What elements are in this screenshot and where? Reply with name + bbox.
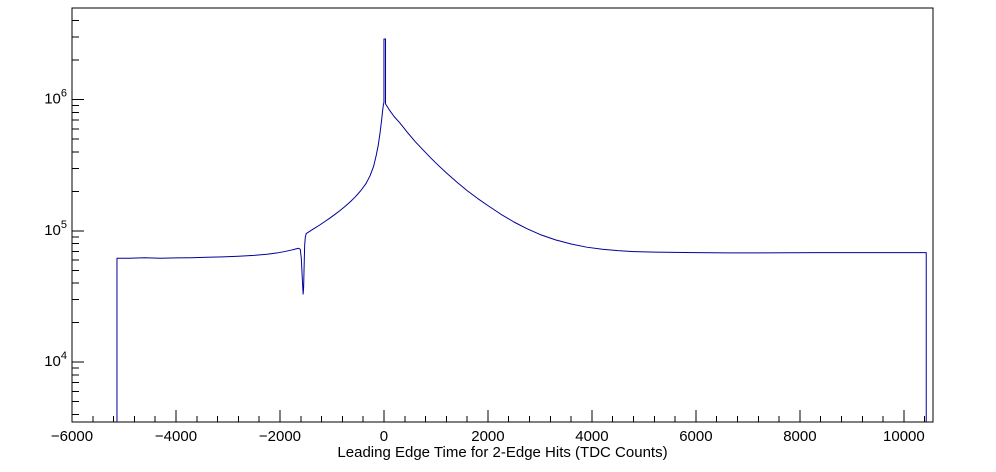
x-tick-label: −6000 — [51, 428, 93, 445]
x-tick-label: −4000 — [155, 428, 197, 445]
x-tick-label: 8000 — [783, 428, 816, 445]
x-tick-label: −2000 — [259, 428, 301, 445]
x-axis-title: Leading Edge Time for 2-Edge Hits (TDC C… — [337, 444, 668, 461]
x-tick-label: 2000 — [471, 428, 504, 445]
x-tick-label: 4000 — [575, 428, 608, 445]
y-tick-label: 104 — [44, 350, 67, 370]
y-tick-label: 106 — [44, 88, 67, 108]
x-tick-label: 10000 — [883, 428, 925, 445]
leading-edge-time-histogram — [116, 38, 927, 422]
plot-frame — [71, 7, 934, 423]
x-tick-label: 6000 — [679, 428, 712, 445]
x-tick-label: 0 — [380, 428, 388, 445]
y-tick-label: 105 — [44, 219, 67, 239]
